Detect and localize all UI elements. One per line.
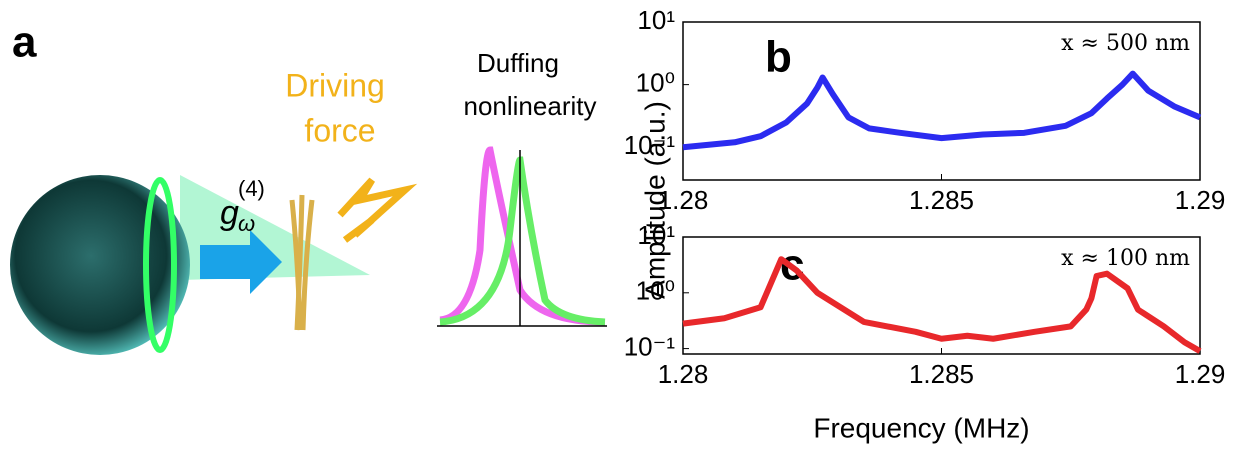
arrow [200, 230, 282, 294]
x-tick-label: 1.285 [909, 185, 974, 215]
fibers [289, 194, 315, 331]
symbol-sub: ω [238, 211, 255, 236]
annotation: x ≈ 100 nm [1061, 246, 1190, 271]
annotation: x ≈ 500 nm [1061, 31, 1190, 56]
y-axis-label: Amplitude (a.u.) [639, 101, 670, 299]
y-tick-label: 10⁰ [636, 276, 675, 306]
y-tick-label: 10⁰ [636, 68, 675, 98]
duffing-text: Duffing [477, 48, 559, 78]
x-axis-label: Frequency (MHz) [813, 412, 1029, 443]
sphere [10, 175, 190, 355]
panel-label: a [12, 18, 37, 67]
symbol-base: g [220, 194, 239, 232]
y-tick-label: 10¹ [637, 5, 675, 35]
zigzag [337, 177, 418, 243]
x-tick-label: 1.285 [909, 359, 974, 389]
driving-text: Driving [285, 67, 385, 103]
y-tick-label: 10⁻¹ [624, 130, 676, 160]
x-tick-label: 1.28 [658, 185, 709, 215]
y-tick-label: 10⁻¹ [624, 331, 676, 361]
x-tick-label: 1.29 [1175, 359, 1226, 389]
data-line [682, 70, 1202, 151]
symbol-sup: (4) [238, 176, 265, 201]
force-text: force [304, 112, 375, 148]
ring [143, 177, 177, 353]
duffing-curve [439, 146, 606, 326]
data-line [682, 256, 1202, 354]
panel-label: b [765, 33, 792, 82]
x-tick-label: 1.29 [1175, 185, 1226, 215]
x-tick-label: 1.28 [658, 359, 709, 389]
nonlinearity-text: nonlinearity [464, 91, 597, 121]
y-tick-label: 10¹ [637, 220, 675, 250]
